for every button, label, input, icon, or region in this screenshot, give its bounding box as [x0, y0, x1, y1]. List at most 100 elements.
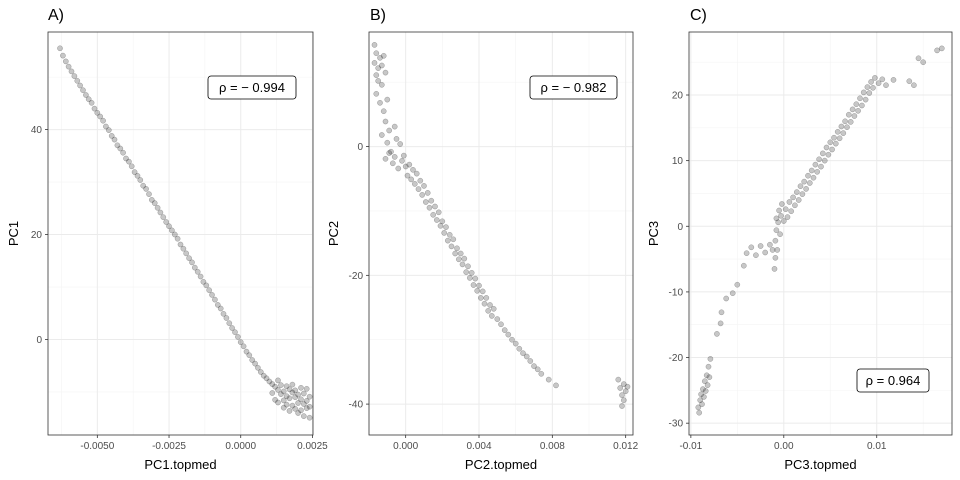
panel-b-data-point	[476, 282, 482, 289]
panel-a-x-axis-title: PC1.topmed	[144, 457, 216, 472]
panel-a-data-point	[286, 386, 293, 393]
panel-b-data-point	[509, 336, 515, 343]
panel-c-data-point	[748, 244, 755, 251]
panel-c-data-point	[860, 89, 867, 96]
panel-c-y-tick-label: -10	[669, 287, 684, 298]
panel-b-data-point	[620, 381, 627, 387]
panel-c-data-point	[774, 247, 781, 253]
panel-a-data-point	[269, 381, 276, 387]
panel-b-data-point	[421, 183, 427, 189]
panel-c-data-point	[870, 84, 876, 91]
panel-c-data-point	[780, 218, 787, 224]
panel-c-data-point	[840, 130, 847, 136]
panel-a-data-point	[280, 397, 287, 404]
panel-a-data-point	[200, 278, 207, 285]
panel-b-data-point	[411, 181, 418, 187]
panel-b-data-point	[615, 376, 622, 383]
panel-c-data-point	[920, 59, 927, 66]
panel-c-data-point	[729, 290, 736, 297]
panel-c-data-point	[706, 374, 713, 381]
panel-a-data-point	[289, 402, 296, 409]
panel-c-data-point	[818, 163, 824, 170]
panel-b-data-point	[466, 275, 473, 281]
panel-c-data-point	[786, 199, 793, 205]
panel-c-data-point	[810, 174, 817, 181]
panel-b-data-point	[553, 382, 559, 389]
panel-b-data-point	[452, 250, 459, 257]
panel-a-data-point	[240, 343, 247, 350]
panel-b-x-tick-label: 0.000	[393, 441, 418, 452]
panel-b-data-point	[382, 118, 389, 125]
panel-c-data-point	[934, 47, 940, 54]
panel-c-data-point	[769, 247, 776, 253]
panel-b-data-point	[444, 237, 451, 244]
panel-a-data-point	[275, 387, 281, 393]
panel-a-data-point	[252, 360, 258, 367]
panel-b-data-point	[472, 275, 479, 282]
panel-a-data-point	[300, 401, 307, 407]
panel-c-data-point	[743, 250, 750, 257]
panel-a-data-point	[160, 214, 167, 221]
panel-c-data-point	[717, 320, 724, 327]
panel-b-data-point	[375, 78, 382, 84]
panel-a-data-point	[60, 52, 66, 59]
panel-c-data-point	[857, 95, 863, 102]
panel-a-x-tick-label: -0.0050	[80, 441, 114, 452]
panel-c-data-point	[868, 79, 874, 85]
panel-a-x-tick-label: 0.0000	[225, 441, 256, 452]
panel-c-annotation: ρ = 0.964	[856, 368, 930, 393]
panel-b-annotation: ρ = − 0.982	[529, 75, 618, 100]
panel-b-data-point	[516, 345, 523, 352]
panel-b-x-axis-title: PC2.topmed	[465, 457, 537, 472]
panel-a-data-point	[298, 384, 304, 391]
panel-a-data-point	[206, 287, 213, 294]
panel-c-data-point	[790, 194, 796, 201]
panel-a-data-point	[171, 231, 178, 238]
panel-c-ticks: -0.01 0.00 0.01 -30 -20 -10 0 10 20	[669, 91, 887, 452]
panel-a-data-point	[303, 405, 310, 412]
panel-c-data-point	[767, 241, 773, 248]
panel-a-data-point	[94, 109, 101, 116]
panel-c-y-tick-label: 20	[672, 91, 684, 102]
panel-c-annotation-text: ρ = 0.964	[866, 373, 921, 388]
panel-a-data-point	[177, 241, 184, 248]
panel-c-data-point	[834, 128, 841, 135]
panel-b-data-point	[512, 340, 519, 347]
panel-a-data-point	[292, 394, 299, 401]
panel-b-data-point	[384, 96, 391, 103]
panel-b-y-tick-label: 0	[357, 142, 363, 153]
panel-a-data-point	[57, 45, 63, 52]
panel-b-data-point	[527, 358, 534, 364]
panel-a-data-point	[292, 387, 299, 394]
panel-c-data-point	[757, 243, 764, 249]
panel-c-data-point	[851, 113, 858, 119]
panel-a-data-point	[100, 117, 106, 124]
panel-a-data-point	[203, 282, 210, 289]
panel-c-data-point	[853, 101, 860, 108]
panel-b-data-point	[371, 42, 378, 48]
panel-c-data-point	[855, 107, 861, 114]
panel-c-data-point	[779, 201, 785, 207]
panel-c-data-point	[821, 157, 828, 164]
panel-b-data-point	[382, 69, 389, 76]
panel-a-data-point	[229, 325, 235, 331]
panel-b-data-point	[426, 204, 433, 211]
panel-c-data-point	[784, 214, 791, 220]
panel-b-points	[371, 42, 631, 409]
panel-b-data-point	[378, 81, 385, 88]
panel-a-data-point	[280, 388, 287, 395]
panel-a-data-point	[298, 396, 304, 403]
panel-c-data-point	[836, 135, 843, 142]
panel-b-data-point	[498, 321, 504, 328]
panel-c: C) -0.01 0.00 0.01 -30 -20 -10 0 10 20 PC3.topme…	[646, 7, 953, 472]
panel-a-data-point	[275, 377, 281, 384]
panel-c-y-tick-label: 10	[672, 156, 684, 167]
panel-c-data-point	[723, 295, 730, 302]
panel-b-ticks: 0.000 0.004 0.008 0.012 -40 -20 0	[349, 142, 639, 452]
panel-a-data-point	[186, 255, 192, 262]
panel-c-data-point	[906, 78, 913, 85]
panel-a-data-point	[85, 96, 92, 103]
panel-c-data-point	[705, 363, 712, 370]
panel-c-x-tick-label: 0.00	[774, 441, 794, 452]
panel-c-data-point	[773, 227, 780, 234]
